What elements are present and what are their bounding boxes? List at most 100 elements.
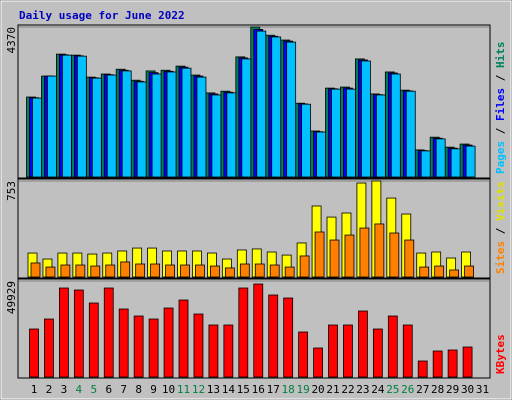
y-tick-label: 49929 xyxy=(5,281,18,314)
bar xyxy=(286,41,297,178)
bar xyxy=(47,75,57,178)
y-tick-label: 753 xyxy=(5,181,18,201)
x-tick-label: 10 xyxy=(162,383,175,396)
x-tick-label: 26 xyxy=(401,383,414,396)
bar xyxy=(30,262,41,278)
x-tick-label: 22 xyxy=(341,383,354,396)
bar xyxy=(226,92,237,178)
bar xyxy=(73,289,84,378)
bar xyxy=(328,324,338,378)
bar xyxy=(88,302,99,378)
bar xyxy=(419,266,430,278)
x-tick-label: 8 xyxy=(135,383,142,396)
bar xyxy=(133,315,144,378)
bar xyxy=(163,307,174,378)
bar xyxy=(180,264,190,278)
bar xyxy=(165,264,175,278)
x-tick-label: 14 xyxy=(222,383,236,396)
bar xyxy=(178,299,189,378)
bar xyxy=(75,264,86,278)
bar xyxy=(253,283,264,378)
legend-entry: Pages xyxy=(494,141,507,174)
bar xyxy=(136,81,147,178)
bar xyxy=(358,310,368,378)
bar xyxy=(462,346,473,378)
bar xyxy=(450,148,461,178)
legend-entry: Sites xyxy=(494,241,507,274)
bar xyxy=(151,73,162,178)
bar xyxy=(372,328,383,378)
bar xyxy=(420,150,431,178)
bar xyxy=(284,266,295,278)
x-tick-label: 28 xyxy=(431,383,444,396)
bar xyxy=(166,71,177,178)
x-tick-label: 19 xyxy=(296,383,309,396)
bar xyxy=(447,349,458,378)
x-tick-label: 21 xyxy=(326,383,339,396)
bar xyxy=(329,239,340,278)
chart-title: Daily usage for June 2022 xyxy=(19,9,185,22)
bar xyxy=(193,313,204,378)
bar xyxy=(211,94,222,178)
x-tick-label: 23 xyxy=(356,383,369,396)
bar xyxy=(106,74,117,178)
bar xyxy=(121,70,132,178)
bar xyxy=(301,103,312,178)
bar xyxy=(62,54,72,178)
x-tick-label: 31 xyxy=(476,383,489,396)
x-tick-label: 17 xyxy=(267,383,280,396)
x-tick-label: 29 xyxy=(446,383,459,396)
bar xyxy=(359,227,370,278)
bar xyxy=(105,264,116,278)
x-tick-label: 6 xyxy=(105,383,112,396)
legend-separator: / xyxy=(494,121,507,141)
x-tick-label: 18 xyxy=(282,383,295,396)
legend: Sites / Visits xyxy=(494,181,507,274)
x-tick-label: 9 xyxy=(150,383,157,396)
bar xyxy=(405,90,416,178)
legend-entry: Hits xyxy=(494,42,507,69)
bar xyxy=(313,347,323,378)
bar xyxy=(375,94,386,178)
bar xyxy=(344,234,355,278)
legend-separator: / xyxy=(494,221,507,241)
x-tick-label: 12 xyxy=(192,383,205,396)
x-tick-label: 20 xyxy=(311,383,324,396)
bar xyxy=(299,255,310,278)
bar xyxy=(90,265,101,278)
bar xyxy=(44,318,54,378)
bar xyxy=(45,266,56,278)
bar xyxy=(196,76,207,178)
bar xyxy=(210,265,220,278)
bar xyxy=(32,97,42,178)
bar xyxy=(417,360,428,378)
bar xyxy=(432,350,443,378)
bar xyxy=(389,232,400,278)
bar xyxy=(29,328,39,378)
bar xyxy=(150,263,161,278)
x-tick-label: 3 xyxy=(61,383,68,396)
bar xyxy=(343,324,353,378)
bar xyxy=(238,287,249,378)
bar xyxy=(402,324,413,378)
bar xyxy=(404,239,415,278)
bar xyxy=(316,131,326,178)
bar xyxy=(239,263,250,278)
x-tick-label: 11 xyxy=(177,383,190,396)
x-tick-label: 1 xyxy=(31,383,38,396)
x-tick-label: 24 xyxy=(371,383,385,396)
x-tick-label: 25 xyxy=(386,383,399,396)
bar xyxy=(435,138,446,178)
legend-entry: Visits xyxy=(494,181,507,221)
x-tick-label: 13 xyxy=(207,383,220,396)
x-tick-label: 27 xyxy=(416,383,429,396)
bar xyxy=(120,261,131,278)
bar xyxy=(241,58,252,178)
x-tick-label: 2 xyxy=(46,383,53,396)
bar xyxy=(118,308,129,378)
legend-entry: KBytes xyxy=(494,334,507,374)
bar xyxy=(59,287,69,378)
bar xyxy=(223,324,234,378)
